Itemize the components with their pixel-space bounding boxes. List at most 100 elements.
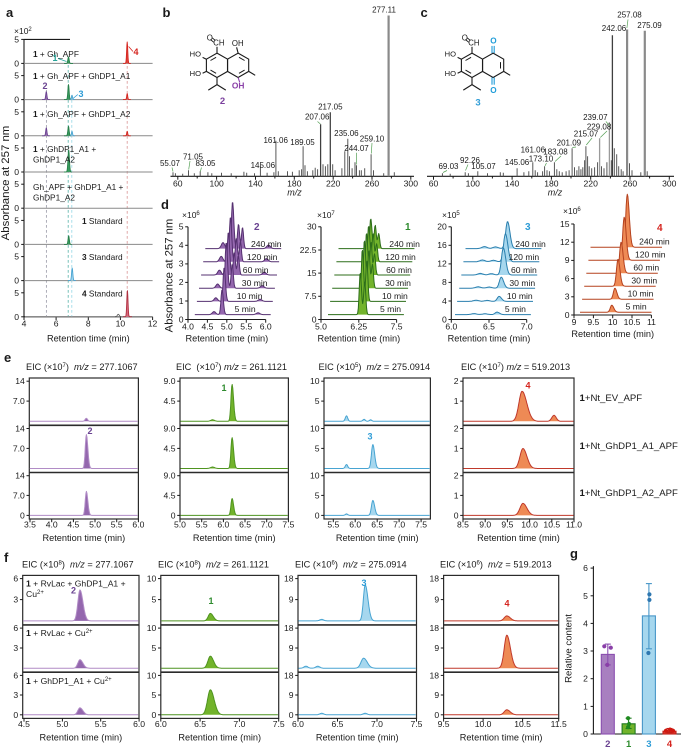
svg-text:6.0: 6.0	[132, 520, 144, 530]
svg-text:1: 1	[454, 490, 459, 500]
svg-text:215.07: 215.07	[574, 130, 599, 139]
svg-text:6.0: 6.0	[260, 322, 272, 332]
svg-text:0: 0	[152, 710, 157, 720]
svg-text:7.0: 7.0	[13, 443, 25, 453]
svg-text:4.0: 4.0	[182, 322, 194, 332]
svg-text:CH: CH	[213, 39, 224, 48]
svg-text:10.5: 10.5	[543, 520, 560, 530]
svg-text:240 min: 240 min	[389, 239, 420, 249]
svg-text:5: 5	[152, 690, 157, 700]
svg-text:0: 0	[179, 314, 184, 324]
svg-text:3: 3	[13, 643, 18, 653]
svg-text:257.08: 257.08	[617, 11, 642, 20]
svg-text:277.11: 277.11	[372, 6, 396, 15]
svg-text:145.06: 145.06	[251, 161, 276, 170]
svg-text:10: 10	[608, 317, 618, 327]
svg-text:Absorbance at 257 nm: Absorbance at 257 nm	[0, 126, 12, 241]
svg-text:6.5: 6.5	[371, 520, 383, 530]
svg-text:120 min: 120 min	[247, 252, 278, 262]
svg-text:120 min: 120 min	[635, 250, 666, 260]
svg-text:1 + Gh_APF: 1 + Gh_APF	[33, 49, 79, 59]
svg-text:10: 10	[310, 424, 320, 434]
svg-text:5.5: 5.5	[95, 719, 107, 729]
svg-text:92.26: 92.26	[460, 156, 481, 165]
svg-text:244.07: 244.07	[344, 144, 369, 153]
svg-text:1 + GhDP1_A1 +: 1 + GhDP1_A1 +	[33, 144, 96, 154]
svg-text:3: 3	[79, 89, 84, 99]
svg-text:10: 10	[116, 319, 126, 329]
svg-text:105.07: 105.07	[471, 162, 496, 171]
svg-text:1 + RvLac + Cu2+: 1 + RvLac + Cu2+	[26, 628, 93, 638]
svg-text:6.0: 6.0	[217, 520, 229, 530]
svg-text:189.05: 189.05	[290, 138, 315, 147]
svg-text:259.10: 259.10	[360, 135, 385, 144]
svg-text:1: 1	[626, 739, 632, 750]
svg-text:20: 20	[437, 222, 447, 232]
svg-text:6: 6	[565, 273, 570, 283]
svg-text:10 min: 10 min	[382, 291, 408, 301]
svg-text:30 min: 30 min	[631, 276, 657, 286]
svg-text:5: 5	[14, 288, 19, 298]
svg-text:15: 15	[560, 219, 570, 229]
svg-text:140: 140	[505, 179, 520, 189]
svg-text:1: 1	[405, 222, 411, 233]
svg-text:7.0: 7.0	[261, 520, 273, 530]
svg-text:0: 0	[171, 510, 176, 520]
svg-text:Retention time (min): Retention time (min)	[193, 533, 276, 543]
svg-text:9: 9	[434, 690, 439, 700]
svg-text:2: 2	[454, 424, 459, 434]
svg-text:8: 8	[442, 277, 447, 287]
svg-text:Retention time (min): Retention time (min)	[47, 334, 130, 344]
svg-text:×106: ×106	[182, 210, 200, 220]
svg-text:×107: ×107	[317, 210, 335, 220]
svg-text:0: 0	[14, 203, 19, 213]
svg-text:240 min: 240 min	[639, 237, 670, 247]
svg-text:10: 10	[310, 376, 320, 386]
svg-text:4.0: 4.0	[46, 520, 58, 530]
svg-text:5: 5	[14, 71, 19, 81]
svg-text:7.5: 7.5	[415, 520, 427, 530]
svg-text:0: 0	[454, 510, 459, 520]
svg-text:6.5: 6.5	[332, 719, 344, 729]
svg-text:10.5: 10.5	[514, 719, 531, 729]
svg-text:6.0: 6.0	[133, 719, 145, 729]
svg-text:2: 2	[454, 471, 459, 481]
svg-text:1 Standard: 1 Standard	[82, 216, 123, 226]
svg-text:Absorbance at 257 nm: Absorbance at 257 nm	[164, 219, 176, 333]
svg-text:5: 5	[14, 179, 19, 189]
svg-text:9: 9	[572, 317, 577, 327]
svg-text:HO: HO	[190, 50, 201, 59]
svg-text:180: 180	[544, 179, 559, 189]
svg-text:HO: HO	[445, 69, 456, 78]
svg-text:0: 0	[14, 131, 19, 141]
svg-text:1: 1	[454, 396, 459, 406]
svg-text:217.05: 217.05	[318, 102, 343, 111]
svg-text:O: O	[207, 33, 213, 42]
svg-text:7.5: 7.5	[305, 291, 317, 301]
svg-text:m/z: m/z	[287, 188, 302, 198]
svg-text:6.0: 6.0	[445, 322, 457, 332]
svg-text:161.06: 161.06	[263, 136, 288, 145]
svg-text:2: 2	[454, 376, 459, 386]
svg-text:0: 0	[442, 314, 447, 324]
svg-text:5: 5	[14, 215, 19, 225]
svg-text:242.06: 242.06	[602, 24, 627, 33]
svg-text:EIC (×106) m/z = 275.0914: EIC (×106) m/z = 275.0914	[295, 559, 407, 569]
svg-text:5.0: 5.0	[315, 322, 327, 332]
svg-text:145.06: 145.06	[505, 158, 530, 167]
svg-text:5: 5	[14, 107, 19, 117]
svg-text:7.5: 7.5	[282, 520, 294, 530]
svg-text:0: 0	[289, 710, 294, 720]
svg-text:183.08: 183.08	[543, 148, 568, 157]
svg-text:30 min: 30 min	[385, 278, 411, 288]
svg-text:3: 3	[362, 578, 367, 588]
svg-text:3.5: 3.5	[24, 520, 36, 530]
svg-text:10: 10	[147, 623, 157, 633]
svg-text:f: f	[4, 550, 9, 565]
svg-text:6.25: 6.25	[350, 322, 367, 332]
svg-text:e: e	[4, 350, 11, 365]
svg-text:5.5: 5.5	[111, 520, 123, 530]
svg-text:1: 1	[209, 596, 214, 606]
svg-text:OH: OH	[232, 39, 244, 48]
svg-text:d: d	[161, 197, 169, 212]
